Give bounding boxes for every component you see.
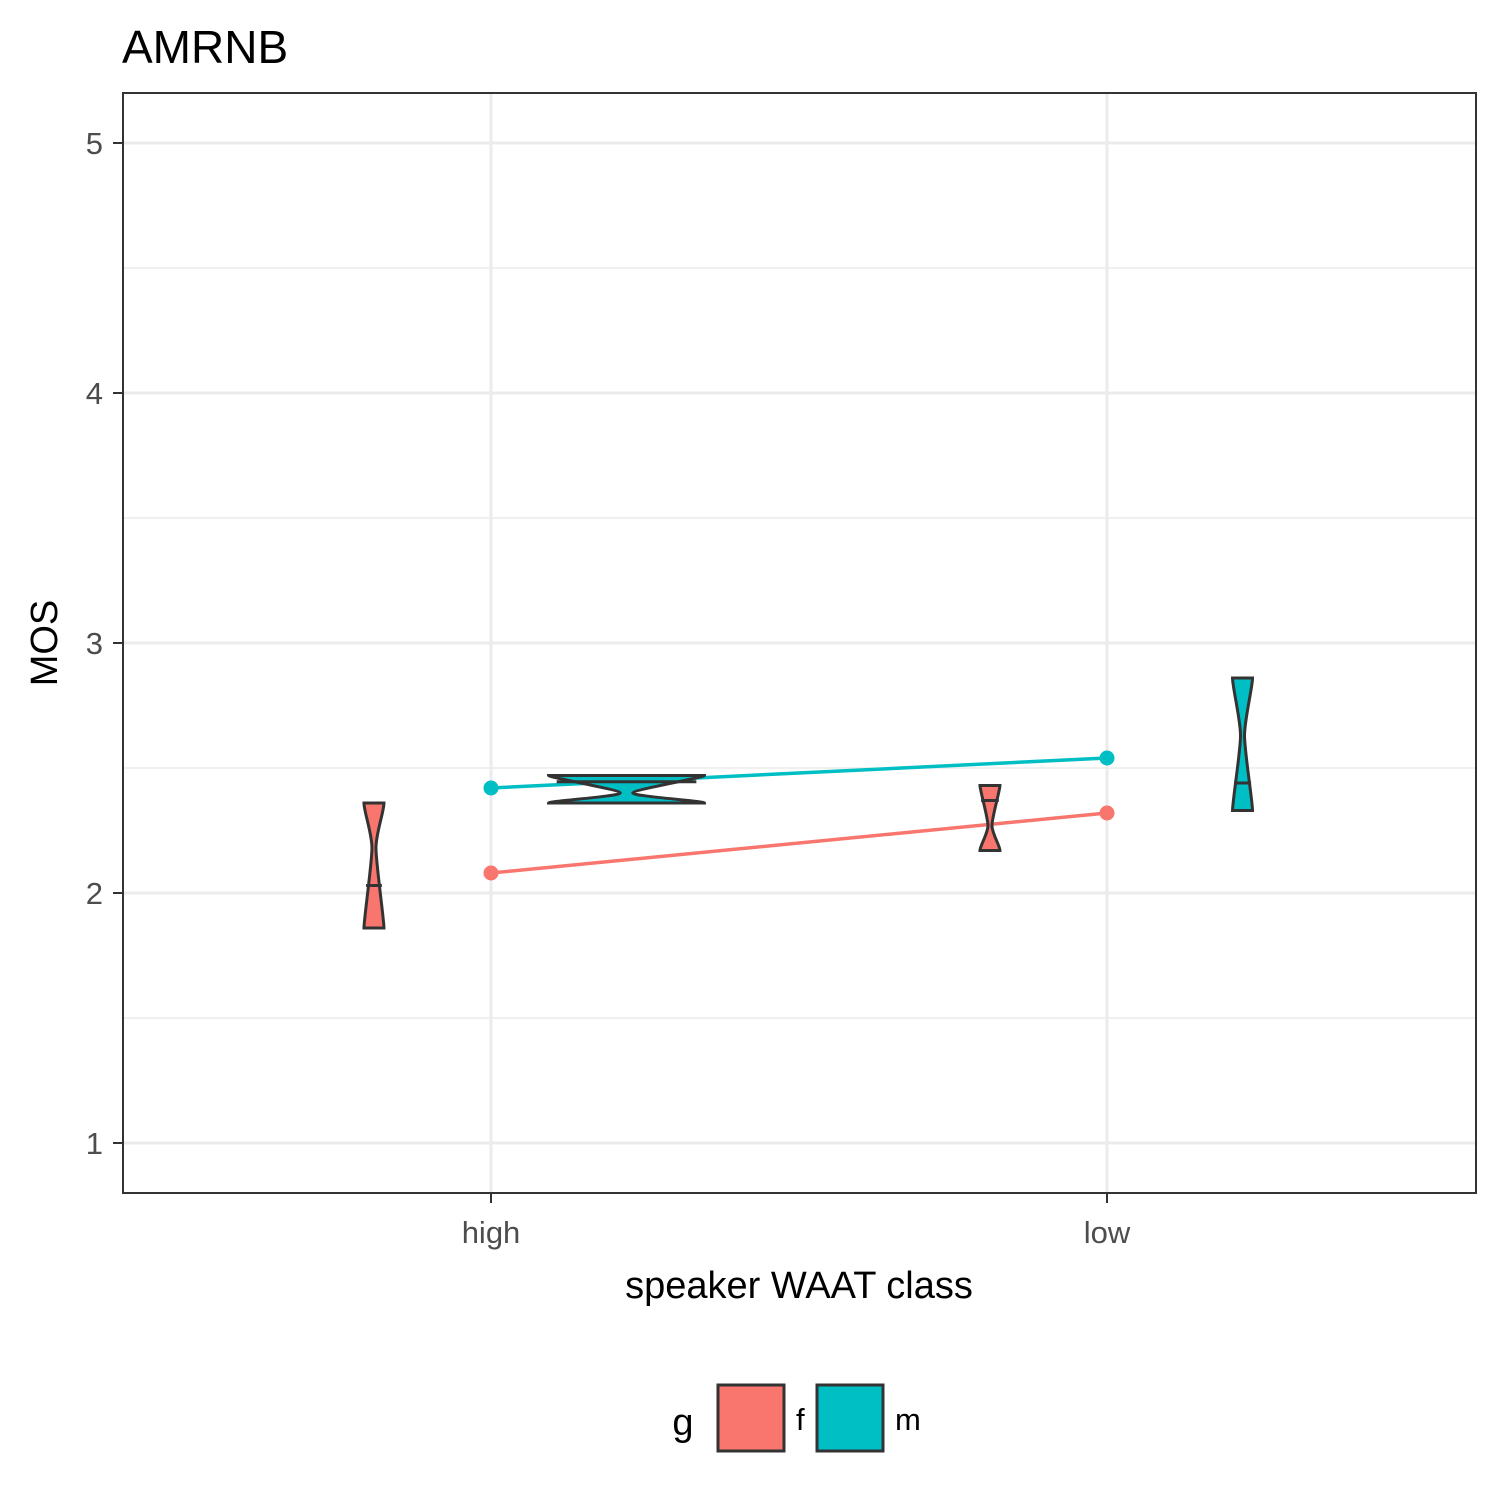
legend-key-f (716, 1383, 786, 1453)
legend-title: g (672, 1402, 693, 1444)
y-tick-label: 4 (86, 376, 103, 411)
violin-m-low (1231, 676, 1255, 812)
y-axis-title: MOS (24, 600, 66, 687)
mean-point-m (1099, 750, 1115, 766)
x-axis-title: speaker WAAT class (625, 1265, 973, 1307)
chart-title: AMRNB (122, 21, 288, 73)
mean-line-f (490, 811, 1108, 875)
x-tick-label: high (462, 1215, 521, 1250)
y-tick-label: 2 (86, 876, 103, 911)
grid (123, 93, 1476, 1193)
y-tick-label: 3 (86, 626, 103, 661)
plot-marks (362, 676, 1255, 930)
mean-point-m (483, 780, 499, 796)
legend-label-m: m (895, 1402, 921, 1437)
mean-point-f (1099, 805, 1115, 821)
mean-point-f (483, 865, 499, 881)
y-tick-label: 5 (86, 126, 103, 161)
violin-f-high (362, 801, 386, 930)
y-tick-label: 1 (86, 1126, 103, 1161)
axes: 1 2 3 4 5 high low (86, 126, 1131, 1250)
legend-key-m (815, 1383, 885, 1453)
legend-label-f: f (796, 1402, 805, 1437)
x-tick-label: low (1084, 1215, 1131, 1250)
